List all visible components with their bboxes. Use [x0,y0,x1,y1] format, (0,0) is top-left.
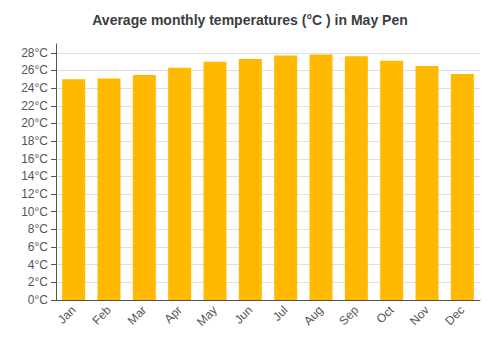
svg-text:16°C: 16°C [21,152,48,166]
svg-text:0°C: 0°C [28,293,48,307]
svg-text:May: May [194,303,220,329]
svg-text:Oct: Oct [374,303,398,327]
svg-text:14°C: 14°C [21,169,48,183]
svg-text:Dec: Dec [442,303,467,328]
svg-text:Sep: Sep [336,303,361,328]
svg-text:28°C: 28°C [21,46,48,60]
svg-text:Mar: Mar [125,303,150,327]
svg-text:10°C: 10°C [21,205,48,219]
svg-text:20°C: 20°C [21,116,48,130]
svg-text:Aug: Aug [301,303,326,328]
svg-text:Apr: Apr [162,303,185,326]
svg-text:24°C: 24°C [21,81,48,95]
svg-text:Average monthly temperatures (: Average monthly temperatures (°C ) in Ma… [92,12,408,28]
svg-text:8°C: 8°C [28,222,48,236]
svg-text:Feb: Feb [89,303,114,328]
svg-text:4°C: 4°C [28,258,48,272]
svg-text:12°C: 12°C [21,187,48,201]
svg-text:26°C: 26°C [21,63,48,77]
svg-text:Nov: Nov [407,303,432,328]
svg-text:Jun: Jun [232,303,256,327]
svg-text:2°C: 2°C [28,275,48,289]
svg-text:Jan: Jan [55,303,79,327]
svg-text:22°C: 22°C [21,99,48,113]
svg-text:6°C: 6°C [28,240,48,254]
svg-text:Jul: Jul [270,303,291,324]
svg-text:18°C: 18°C [21,134,48,148]
